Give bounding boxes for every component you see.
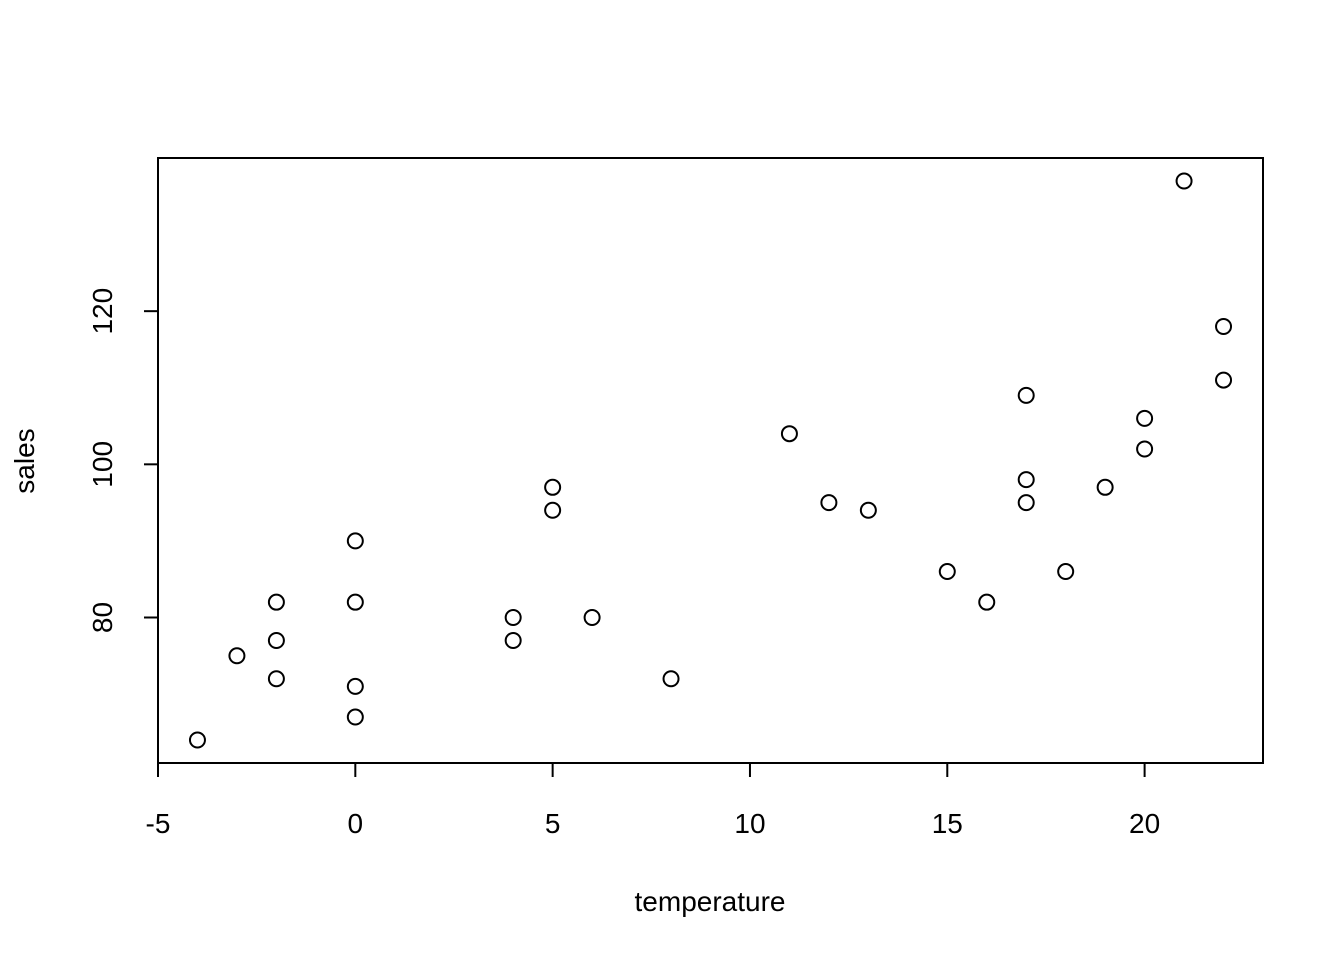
y-tick-label: 120 [87, 288, 118, 335]
data-point [504, 608, 522, 626]
data-point [1136, 440, 1154, 458]
data-point [1017, 386, 1035, 404]
data-point [267, 670, 285, 688]
x-tick-label: -5 [146, 808, 171, 839]
data-point [544, 501, 562, 519]
data-point [1017, 494, 1035, 512]
x-tick-label: 15 [932, 808, 963, 839]
x-tick-label: 0 [348, 808, 364, 839]
data-points [188, 172, 1233, 749]
x-tick-label: 5 [545, 808, 561, 839]
data-point [267, 631, 285, 649]
data-point [346, 708, 364, 726]
data-point [859, 501, 877, 519]
y-tick-label: 100 [87, 441, 118, 488]
data-point [1136, 409, 1154, 427]
data-point [1057, 563, 1075, 581]
data-point [978, 593, 996, 611]
data-point [1096, 478, 1114, 496]
data-point [583, 608, 601, 626]
data-point [780, 425, 798, 443]
y-axis: 80 100 120 [87, 288, 159, 633]
x-axis-label: temperature [635, 886, 786, 917]
data-point [188, 731, 206, 749]
data-point [1215, 371, 1233, 389]
x-tick-label: 10 [734, 808, 765, 839]
data-point [820, 494, 838, 512]
data-point [1017, 471, 1035, 489]
data-point [346, 532, 364, 550]
data-point [1175, 172, 1193, 190]
data-point [228, 647, 246, 665]
data-point [267, 593, 285, 611]
data-point [346, 593, 364, 611]
y-tick-label: 80 [87, 602, 118, 633]
data-point [346, 677, 364, 695]
data-point [662, 670, 680, 688]
y-axis-label: sales [9, 428, 40, 493]
data-point [544, 478, 562, 496]
plot-frame [157, 157, 1264, 764]
data-point [1215, 317, 1233, 335]
data-point [504, 631, 522, 649]
x-axis: -5 0 5 10 15 20 [146, 762, 1160, 839]
x-tick-label: 20 [1129, 808, 1160, 839]
data-point [938, 563, 956, 581]
